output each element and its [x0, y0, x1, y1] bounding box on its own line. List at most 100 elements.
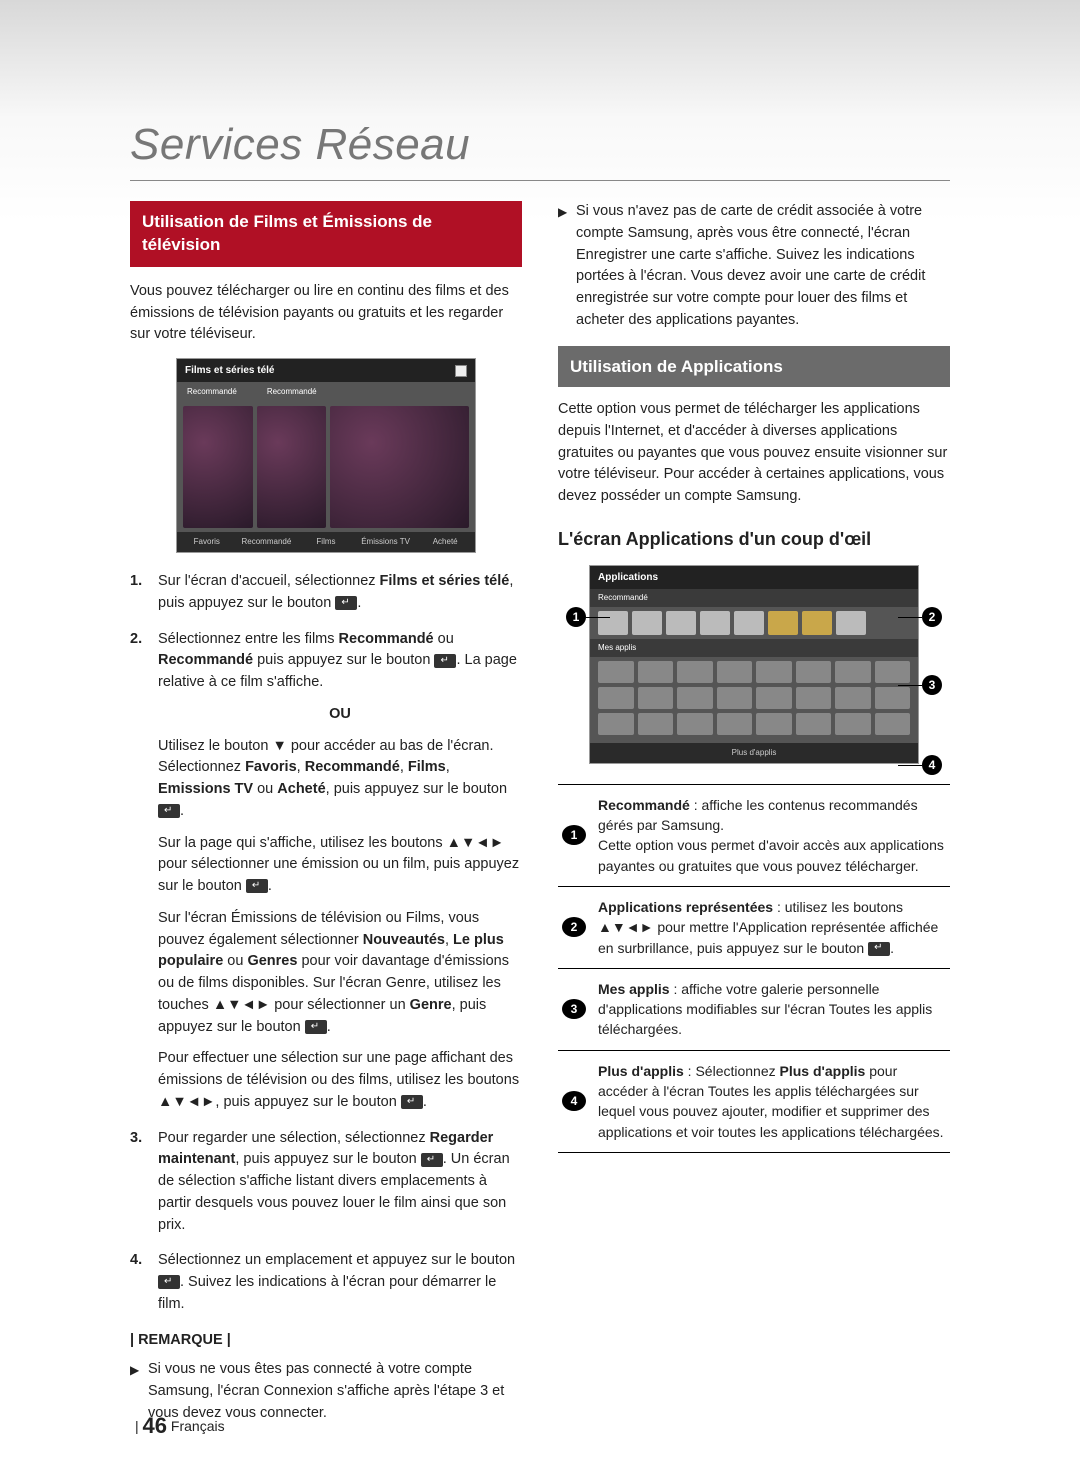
enter-icon [158, 1275, 180, 1289]
apps-rec-row [590, 607, 918, 639]
app-tile [677, 661, 713, 683]
app-tile [717, 713, 753, 735]
remark-label: | REMARQUE | [130, 1330, 522, 1352]
callout-badge-2: 2 [922, 607, 942, 627]
app-tile [835, 661, 871, 683]
step-number: 4. [130, 1250, 158, 1315]
step-item: 4.Sélectionnez un emplacement et appuyez… [130, 1250, 522, 1315]
callout-line [898, 765, 922, 767]
left-column: Utilisation de Films et Émissions de tél… [130, 201, 522, 1435]
enter-icon [434, 654, 456, 668]
page-root: Services Réseau Utilisation de Films et … [0, 0, 1080, 1475]
or-separator: OU [158, 704, 522, 726]
screenshot-header: Films et séries télé [177, 359, 475, 382]
footer-item: Recommandé [237, 532, 297, 552]
enter-icon [868, 942, 890, 956]
callout-number: 2 [562, 917, 586, 937]
callout-number: 3 [562, 999, 586, 1019]
footer-item: Films [296, 532, 356, 552]
callout-line [586, 617, 610, 619]
app-tile [796, 661, 832, 683]
app-tile [836, 611, 866, 635]
app-tile [875, 661, 911, 683]
app-tile [632, 611, 662, 635]
app-tile [717, 687, 753, 709]
apps-shot-title: Applications [598, 570, 658, 585]
enter-icon [246, 879, 268, 893]
app-tile [638, 687, 674, 709]
apps-my-label: Mes applis [590, 639, 918, 657]
app-tile [756, 661, 792, 683]
step-item: 1.Sur l'écran d'accueil, sélectionnez Fi… [130, 571, 522, 615]
app-tile [598, 687, 634, 709]
step-body: Sélectionnez entre les films Recommandé … [158, 629, 522, 1114]
apps-screenshot: Applications Recommandé Mes applis [589, 565, 919, 764]
callout-row: 3 Mes applis : affiche votre galerie pers… [558, 968, 950, 1050]
app-tile [768, 611, 798, 635]
screenshot-body: Recommandé Recommandé Favoris Recommandé… [177, 382, 475, 552]
app-tile [802, 611, 832, 635]
callout-badge-1: 1 [566, 607, 586, 627]
steps-list: 1.Sur l'écran d'accueil, sélectionnez Fi… [130, 571, 522, 1316]
page-number-value: 46 [143, 1413, 167, 1438]
enter-icon [305, 1020, 327, 1034]
bullet-item: ▶ Si vous n'avez pas de carte de crédit … [558, 201, 950, 332]
poster-big [330, 406, 469, 528]
chapter-title: Services Réseau [130, 120, 950, 170]
subheading: L'écran Applications d'un coup d'œil [558, 526, 950, 553]
divider [130, 180, 950, 181]
poster [183, 406, 253, 528]
callout-row: 1Recommandé : affiche les contenus recom… [558, 785, 950, 886]
step-paragraph: Sur l'écran Émissions de télévision ou F… [158, 908, 522, 1039]
callout-text: Plus d'applis : Sélectionnez Plus d'appl… [598, 1061, 946, 1142]
intro-text: Vous pouvez télécharger ou lire en conti… [130, 281, 522, 346]
callout-badge-3: 3 [922, 675, 942, 695]
enter-icon [421, 1153, 443, 1167]
callout-table: 1Recommandé : affiche les contenus recom… [558, 784, 950, 1153]
app-tile [598, 661, 634, 683]
apps-screenshot-wrap: Applications Recommandé Mes applis [558, 565, 950, 764]
step-paragraph: Pour regarder une sélection, sélectionne… [158, 1128, 522, 1237]
footer-item: Favoris [177, 532, 237, 552]
app-tile [875, 687, 911, 709]
tab-2: Recommandé [267, 386, 317, 398]
apps-intro: Cette option vous permet de télécharger … [558, 399, 950, 508]
callout-text: Mes applis : affiche votre galerie perso… [598, 979, 946, 1040]
callout-number: 4 [562, 1091, 586, 1111]
apps-rec-label: Recommandé [590, 589, 918, 607]
step-body: Sur l'écran d'accueil, sélectionnez Film… [158, 571, 522, 615]
step-body: Sélectionnez un emplacement et appuyez s… [158, 1250, 522, 1315]
step-paragraph: Utilisez le bouton ▼ pour accéder au bas… [158, 736, 522, 823]
section-header-apps: Utilisation de Applications [558, 346, 950, 388]
callout-text: Applications représentées : utilisez les… [598, 897, 946, 958]
step-paragraph: Sélectionnez un emplacement et appuyez s… [158, 1250, 522, 1315]
app-tile [756, 687, 792, 709]
films-screenshot: Films et séries télé Recommandé Recomman… [176, 358, 476, 553]
app-tile [638, 661, 674, 683]
bullet-text: Si vous n'avez pas de carte de crédit as… [576, 201, 950, 332]
step-number: 3. [130, 1128, 158, 1237]
page-lang: Français [171, 1418, 225, 1434]
right-column: ▶ Si vous n'avez pas de carte de crédit … [558, 201, 950, 1435]
app-tile [598, 611, 628, 635]
tab-1: Recommandé [187, 386, 237, 398]
screenshot-title: Films et séries télé [185, 363, 275, 378]
footer-item: Émissions TV [356, 532, 416, 552]
enter-icon [158, 804, 180, 818]
callout-badge-4: 4 [922, 755, 942, 775]
section-header-films: Utilisation de Films et Émissions de tél… [130, 201, 522, 267]
app-tile [666, 611, 696, 635]
app-tile [796, 713, 832, 735]
step-paragraph: Sur la page qui s'affiche, utilisez les … [158, 833, 522, 898]
enter-icon [335, 596, 357, 610]
app-tile [734, 611, 764, 635]
power-icon [455, 365, 467, 377]
step-item: 2.Sélectionnez entre les films Recommand… [130, 629, 522, 1114]
screenshot-footer: Favoris Recommandé Films Émissions TV Ac… [177, 532, 475, 552]
app-tile [835, 713, 871, 735]
step-paragraph: Pour effectuer une sélection sur une pag… [158, 1048, 522, 1113]
app-tile [700, 611, 730, 635]
screenshot-tabs: Recommandé Recommandé [177, 382, 475, 402]
apps-more-label: Plus d'applis [590, 743, 918, 763]
app-tile [756, 713, 792, 735]
